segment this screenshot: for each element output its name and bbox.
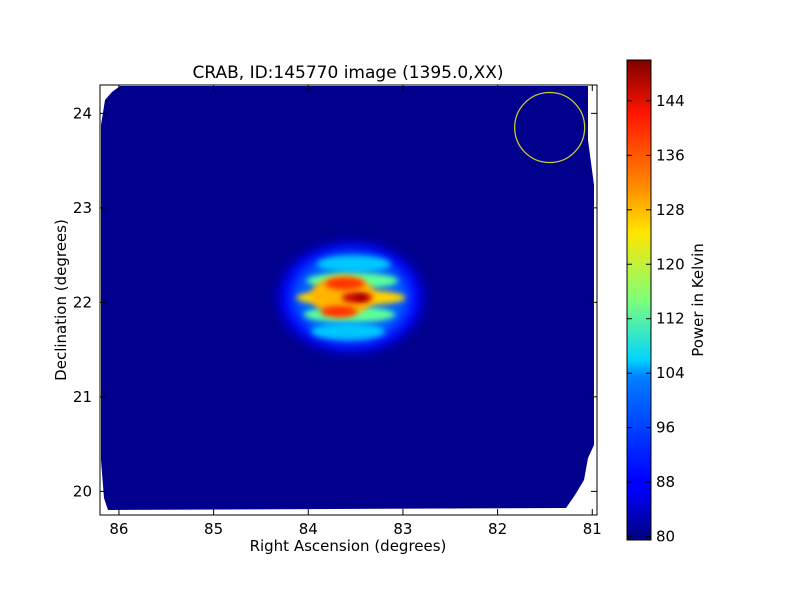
heatmap bbox=[101, 86, 594, 510]
colorbar-tick-label: 112 bbox=[656, 310, 685, 328]
colorbar-tick-label: 120 bbox=[656, 255, 685, 273]
emission-peak-max bbox=[354, 295, 367, 301]
x-tick-label: 86 bbox=[109, 520, 128, 538]
colorbar-ticks: 80 88 96 104 112 120 128 136 144 bbox=[627, 92, 685, 546]
chart-title: CRAB, ID:145770 image (1395.0,XX) bbox=[192, 63, 503, 83]
emission-core-upper bbox=[325, 277, 365, 290]
colorbar-tick-label: 88 bbox=[656, 473, 675, 491]
x-tick-label: 84 bbox=[299, 520, 318, 538]
y-axis: 20 21 22 23 24 bbox=[73, 104, 597, 500]
colorbar-tick-label: 96 bbox=[656, 419, 675, 437]
plot-frame bbox=[99, 84, 598, 516]
colorbar-label: Power in Kelvin bbox=[689, 243, 707, 357]
colorbar: 80 88 96 104 112 120 128 136 144 Power in Kelvin bbox=[626, 59, 707, 546]
colorbar-tick-label: 104 bbox=[656, 364, 685, 382]
y-tick-label: 20 bbox=[73, 482, 92, 500]
y-axis-label: Declination (degrees) bbox=[52, 219, 70, 381]
x-tick-label: 81 bbox=[583, 520, 602, 538]
emission-core-lower bbox=[320, 305, 358, 318]
colorbar-tick-label: 144 bbox=[656, 92, 685, 110]
x-tick-label: 82 bbox=[488, 520, 507, 538]
y-tick-label: 23 bbox=[73, 199, 92, 217]
x-axis-label: Right Ascension (degrees) bbox=[250, 537, 447, 555]
emission-fringe bbox=[316, 255, 391, 273]
x-tick-label: 83 bbox=[393, 520, 412, 538]
beam-circle-marker bbox=[514, 91, 586, 164]
y-tick-label: 24 bbox=[73, 104, 92, 122]
x-axis: 86 85 84 83 82 81 bbox=[109, 85, 602, 538]
crab-source-emission bbox=[278, 243, 423, 353]
colorbar-gradient bbox=[626, 59, 652, 541]
colorbar-tick-label: 136 bbox=[656, 146, 685, 164]
emission-fringe bbox=[311, 323, 385, 340]
colorbar-tick-label: 80 bbox=[656, 528, 675, 546]
x-tick-label: 85 bbox=[204, 520, 223, 538]
y-tick-label: 21 bbox=[73, 388, 92, 406]
colorbar-tick-label: 128 bbox=[656, 201, 685, 219]
y-tick-label: 22 bbox=[73, 293, 92, 311]
